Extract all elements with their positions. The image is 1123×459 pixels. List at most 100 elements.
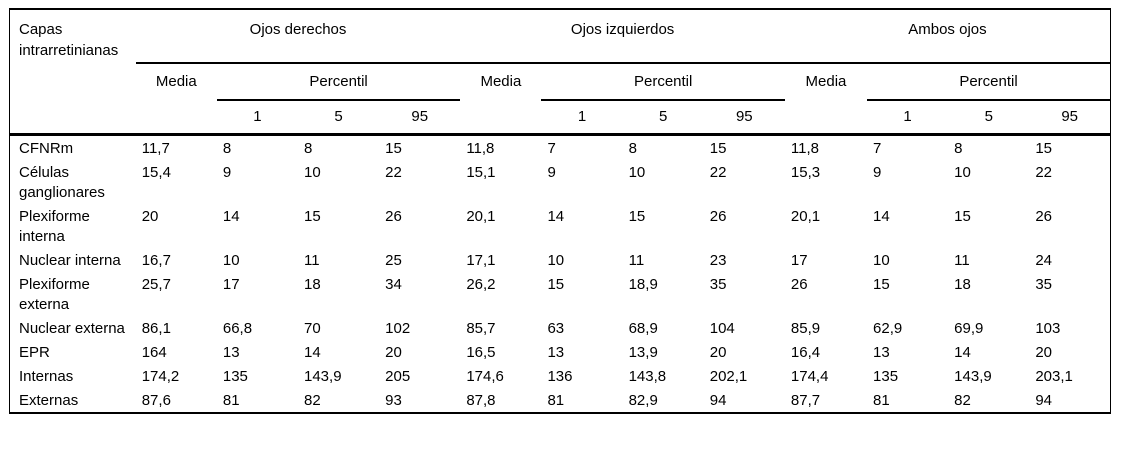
cell-ojos-derechos-p1: 17 xyxy=(222,276,240,293)
percentil-header-ojos-izquierdos: Percentil xyxy=(541,63,785,101)
cell-ojos-izquierdos-media: 17,1 xyxy=(466,252,496,269)
cell-ojos-izquierdos-media: 15,1 xyxy=(466,164,496,181)
row-label: Internas xyxy=(19,368,74,385)
cell-ojos-derechos-p1: 81 xyxy=(222,392,240,409)
cell-ojos-izquierdos-p95: 94 xyxy=(709,392,727,409)
cell-ambos-ojos-media: 16,4 xyxy=(790,344,821,361)
pcol-95-ojos-izquierdos: 95 xyxy=(735,108,753,125)
cell-ojos-izquierdos-p95: 202,1 xyxy=(709,368,748,385)
cell-ojos-derechos-p5: 14 xyxy=(304,344,321,361)
cell-ojos-izquierdos-media: 87,8 xyxy=(466,392,496,409)
cell-ambos-ojos-p5: 69,9 xyxy=(954,320,984,337)
cell-ambos-ojos-p95: 24 xyxy=(1035,252,1052,269)
cell-ojos-derechos-p5: 11 xyxy=(304,252,320,269)
cell-ojos-derechos-p5: 15 xyxy=(304,208,321,225)
cell-ambos-ojos-p95: 103 xyxy=(1035,320,1061,337)
cell-ojos-derechos-media: 87,6 xyxy=(141,392,171,409)
cell-ambos-ojos-p1: 9 xyxy=(873,164,882,181)
cell-ojos-derechos-p5: 143,9 xyxy=(304,368,342,385)
cell-ambos-ojos-p1: 7 xyxy=(867,133,949,160)
pcol-1-ojos-derechos: 1 xyxy=(253,108,262,125)
cell-ojos-derechos-p1: 14 xyxy=(222,208,240,225)
cell-ojos-derechos-media: 164 xyxy=(141,344,167,361)
cell-ojos-izquierdos-p1: 81 xyxy=(547,392,565,409)
cell-ambos-ojos-p1: 13 xyxy=(873,344,890,361)
cell-ambos-ojos-p1: 14 xyxy=(873,208,890,225)
cell-ojos-izquierdos-p5: 15 xyxy=(628,208,646,225)
cell-ojos-izquierdos-media: 16,5 xyxy=(466,344,496,361)
cell-ambos-ojos-p1: 62,9 xyxy=(873,320,903,337)
cell-ambos-ojos-p5: 143,9 xyxy=(954,368,992,385)
retinal-layers-table: Capas intrarretinianas Ojos derechos Ojo… xyxy=(9,8,1111,414)
cell-ambos-ojos-p1: 10 xyxy=(873,252,890,269)
cell-ambos-ojos-p5: 11 xyxy=(954,252,970,269)
cell-ojos-izquierdos-p95: 35 xyxy=(709,276,727,293)
cell-ambos-ojos-p95: 22 xyxy=(1035,164,1052,181)
row-label: Plexiforme externa xyxy=(19,276,90,313)
cell-ojos-izquierdos-media: 85,7 xyxy=(466,320,496,337)
cell-ambos-ojos-p5: 82 xyxy=(954,392,971,409)
cell-ojos-derechos-p5: 70 xyxy=(304,320,321,337)
cell-ambos-ojos-p5: 10 xyxy=(954,164,971,181)
table-row: EPR 164 13 14 20 16,5 13 13,9 20 16,4 13 14 20 xyxy=(10,340,1111,364)
media-header-ambos-ojos: Media xyxy=(805,73,847,90)
cell-ojos-izquierdos-p1: 14 xyxy=(547,208,565,225)
pcol-5-ambos-ojos: 5 xyxy=(984,108,993,125)
cell-ojos-izquierdos-p95: 15 xyxy=(703,133,785,160)
cell-ambos-ojos-media: 174,4 xyxy=(790,368,829,385)
cell-ojos-derechos-media: 25,7 xyxy=(141,276,171,293)
cell-ojos-izquierdos-p95: 26 xyxy=(709,208,727,225)
retinal-layers-table-container: Capas intrarretinianas Ojos derechos Ojo… xyxy=(9,8,1111,414)
table-row: CFNRm 11,7 8 8 15 11,8 7 8 15 11,8 7 8 15 xyxy=(9,133,1111,160)
table-row: Células ganglionares 15,4 9 10 22 15,1 9 10 22 15… xyxy=(10,160,1111,204)
cell-ojos-derechos-p5: 8 xyxy=(298,133,380,160)
pcol-95-ambos-ojos: 95 xyxy=(1061,108,1078,125)
cell-ambos-ojos-media: 15,3 xyxy=(790,164,821,181)
group-header-row: Capas intrarretinianas Ojos derechos Ojo… xyxy=(10,9,1111,64)
cell-ojos-derechos-p95: 26 xyxy=(385,208,402,225)
table-row: Externas 87,6 81 82 93 87,8 81 82,9 94 87,7 81 82 94 xyxy=(10,388,1111,413)
table-row: Plexiforme interna 20 14 15 26 20,1 14 15 26 20,1… xyxy=(10,204,1111,248)
cell-ambos-ojos-p95: 20 xyxy=(1035,344,1052,361)
table-row: Internas 174,2 135 143,9 205 174,6 136 143,8 202… xyxy=(10,364,1111,388)
cell-ambos-ojos-p5: 8 xyxy=(948,133,1030,160)
cell-ojos-derechos-p5: 82 xyxy=(304,392,321,409)
cell-ambos-ojos-p95: 35 xyxy=(1035,276,1052,293)
group-header-ojos-izquierdos: Ojos izquierdos xyxy=(460,9,785,64)
group-header-ojos-derechos: Ojos derechos xyxy=(135,9,461,64)
cell-ojos-derechos-p95: 93 xyxy=(385,392,402,409)
row-label: Externas xyxy=(19,392,79,409)
cell-ambos-ojos-p1: 15 xyxy=(873,276,890,293)
pcol-95-ojos-derechos: 95 xyxy=(411,108,429,125)
cell-ojos-derechos-p95: 15 xyxy=(379,133,461,160)
empty-media-col xyxy=(460,100,541,135)
cell-ojos-derechos-p5: 10 xyxy=(304,164,321,181)
row-label: Plexiforme interna xyxy=(19,208,90,245)
cell-ambos-ojos-p5: 15 xyxy=(954,208,971,225)
cell-ojos-izquierdos-p5: 82,9 xyxy=(628,392,658,409)
cell-ojos-izquierdos-p1: 10 xyxy=(547,252,565,269)
cell-ojos-derechos-p95: 20 xyxy=(385,344,402,361)
pcol-5-ojos-izquierdos: 5 xyxy=(658,108,668,125)
table-header: Capas intrarretinianas Ojos derechos Ojo… xyxy=(10,9,1111,135)
cell-ojos-izquierdos-p5: 11 xyxy=(628,252,645,269)
cell-ojos-derechos-media: 20 xyxy=(141,208,159,225)
cell-ojos-derechos-media: 174,2 xyxy=(141,368,180,385)
empty-media-col xyxy=(136,100,217,135)
cell-ojos-izquierdos-p5: 143,8 xyxy=(628,368,667,385)
cell-ambos-ojos-media: 17 xyxy=(790,252,808,269)
cell-ambos-ojos-p1: 135 xyxy=(873,368,899,385)
row-label: CFNRm xyxy=(9,133,136,160)
cell-ambos-ojos-media: 85,9 xyxy=(790,320,821,337)
cell-ojos-izquierdos-p5: 13,9 xyxy=(628,344,658,361)
cell-ojos-izquierdos-p1: 136 xyxy=(547,368,573,385)
cell-ojos-derechos-p1: 13 xyxy=(222,344,240,361)
cell-ojos-izquierdos-p1: 7 xyxy=(541,133,623,160)
row-label: EPR xyxy=(19,344,50,361)
cell-ambos-ojos-p5: 14 xyxy=(954,344,971,361)
cell-ojos-derechos-media: 16,7 xyxy=(141,252,171,269)
cell-ojos-derechos-p1: 66,8 xyxy=(222,320,253,337)
cell-ojos-derechos-p95: 25 xyxy=(385,252,402,269)
table-row: Nuclear interna 16,7 10 11 25 17,1 10 11 23 17 10 1… xyxy=(10,248,1111,272)
table-row: Plexiforme externa 25,7 17 18 34 26,2 15 18,9 35… xyxy=(10,272,1111,316)
